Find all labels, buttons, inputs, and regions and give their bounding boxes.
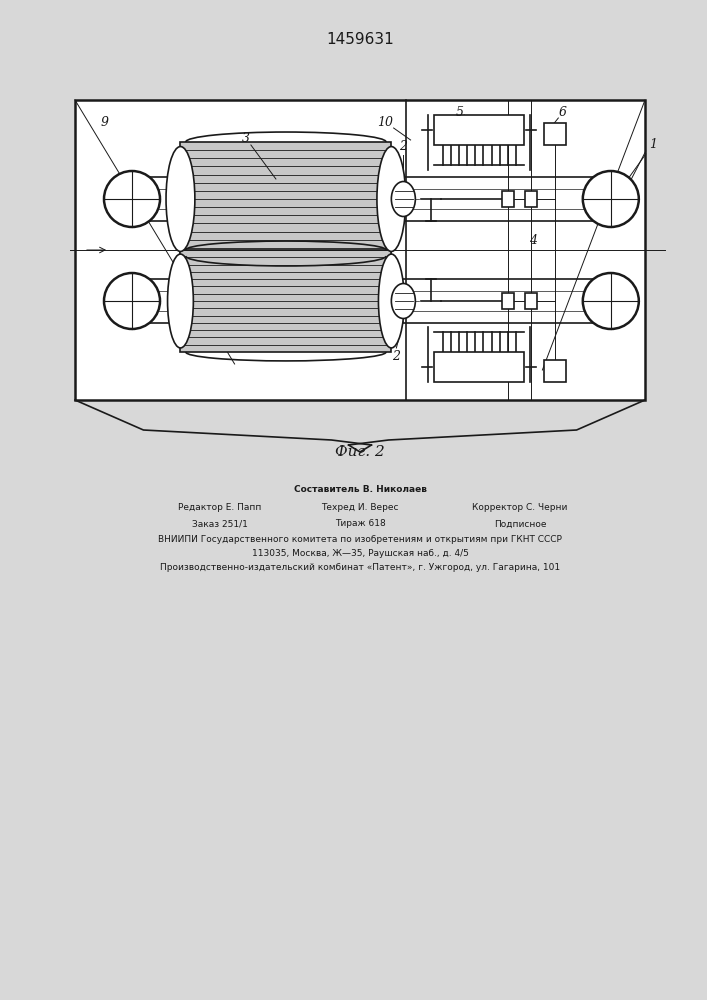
Text: 9: 9 xyxy=(101,115,109,128)
Text: 2: 2 xyxy=(399,140,407,153)
Bar xyxy=(544,123,566,145)
Text: Корректор С. Черни: Корректор С. Черни xyxy=(472,504,568,512)
Bar xyxy=(502,293,514,309)
Bar xyxy=(544,360,566,382)
Circle shape xyxy=(583,171,639,227)
Text: Составитель В. Николаев: Составитель В. Николаев xyxy=(293,486,426,494)
Ellipse shape xyxy=(392,284,415,318)
Text: Заказ 251/1: Заказ 251/1 xyxy=(192,520,248,528)
Bar xyxy=(525,191,537,207)
Text: Подписное: Подписное xyxy=(493,520,547,528)
Bar xyxy=(434,352,525,382)
Bar xyxy=(525,293,537,309)
Text: 2: 2 xyxy=(392,350,400,362)
Text: 6: 6 xyxy=(559,105,566,118)
Text: 3: 3 xyxy=(242,132,250,145)
Bar xyxy=(434,115,525,145)
Circle shape xyxy=(583,273,639,329)
Text: 113035, Москва, Ж—35, Раушская наб., д. 4/5: 113035, Москва, Ж—35, Раушская наб., д. … xyxy=(252,550,469,558)
Bar xyxy=(75,100,645,400)
Bar xyxy=(180,142,392,256)
Ellipse shape xyxy=(377,147,406,251)
Text: 4: 4 xyxy=(530,233,537,246)
Text: ВНИИПИ Государственного комитета по изобретениям и открытиям при ГКНТ СССР: ВНИИПИ Государственного комитета по изоб… xyxy=(158,536,562,544)
Circle shape xyxy=(104,273,160,329)
Text: Тираж 618: Тираж 618 xyxy=(334,520,385,528)
Ellipse shape xyxy=(392,182,415,217)
Text: Техред И. Верес: Техред И. Верес xyxy=(321,504,399,512)
Text: Производственно-издательский комбинат «Патент», г. Ужгород, ул. Гагарина, 101: Производственно-издательский комбинат «П… xyxy=(160,564,560,572)
Ellipse shape xyxy=(378,254,404,348)
Text: Фиг. 2: Фиг. 2 xyxy=(335,445,385,459)
Ellipse shape xyxy=(168,254,193,348)
Bar xyxy=(502,191,514,207)
Circle shape xyxy=(104,171,160,227)
Text: 1459631: 1459631 xyxy=(326,32,394,47)
Bar xyxy=(180,250,392,352)
Ellipse shape xyxy=(166,147,195,251)
Text: 1: 1 xyxy=(649,137,657,150)
Text: 5: 5 xyxy=(455,105,463,118)
Text: Редактор Е. Папп: Редактор Е. Папп xyxy=(178,504,262,512)
Text: 10: 10 xyxy=(378,115,394,128)
